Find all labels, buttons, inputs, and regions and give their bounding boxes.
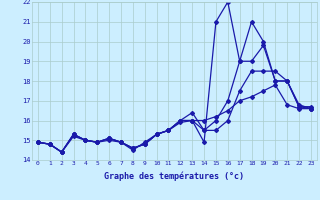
- X-axis label: Graphe des températures (°c): Graphe des températures (°c): [104, 172, 244, 181]
